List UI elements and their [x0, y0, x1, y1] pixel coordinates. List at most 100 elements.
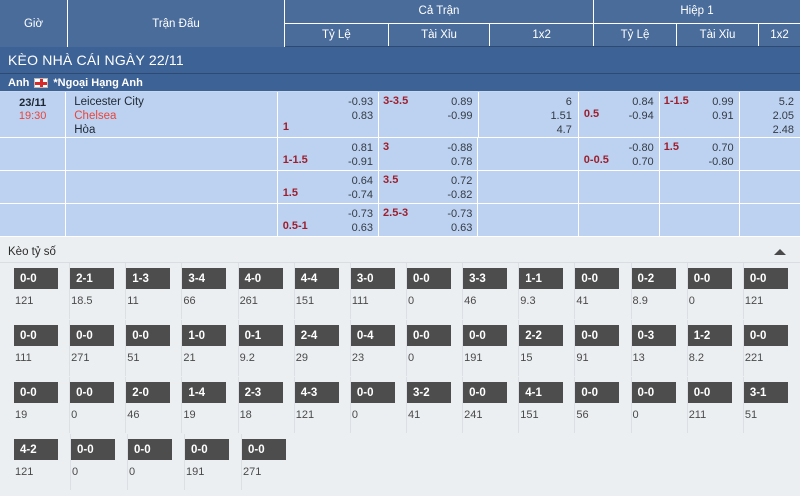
score-chip[interactable]: 0-0	[242, 439, 286, 460]
score-chip[interactable]: 0-0	[463, 325, 508, 346]
score-item[interactable]: 0-0 111	[14, 320, 71, 377]
score-chip[interactable]: 4-1	[519, 382, 564, 403]
score-chip[interactable]: 0-0	[185, 439, 229, 460]
score-chip[interactable]: 0-0	[70, 382, 115, 403]
score-item[interactable]: 3-2 41	[406, 377, 464, 434]
score-item[interactable]: 1-2 8.2	[687, 320, 744, 377]
score-chip[interactable]: 1-4	[182, 382, 227, 403]
score-chip[interactable]: 4-3	[294, 382, 339, 403]
full-handicap-cell-1[interactable]: 1-1.5 0.81 -0.91	[277, 138, 380, 170]
score-chip[interactable]: 0-0	[743, 268, 788, 289]
score-chip[interactable]: 0-0	[575, 325, 620, 346]
half-overunder-cell-1[interactable]: 1.5 0.70 -0.80	[659, 138, 740, 170]
score-item[interactable]: 1-3 11	[126, 263, 183, 320]
score-chip[interactable]: 0-0	[14, 325, 58, 346]
score-item[interactable]: 2-1 18.5	[70, 263, 127, 320]
score-item[interactable]: 0-4 23	[350, 320, 408, 377]
full-1x2-cell[interactable]: 6 1.51 4.7	[478, 92, 579, 137]
score-item[interactable]: 0-0 0	[350, 377, 408, 434]
score-item[interactable]: 1-0 21	[182, 320, 239, 377]
score-item[interactable]: 2-3 18	[238, 377, 295, 434]
score-chip[interactable]: 0-0	[687, 382, 732, 403]
score-chip[interactable]: 0-0	[128, 439, 172, 460]
score-item[interactable]: 0-0 191	[463, 320, 520, 377]
full-overunder-cell-2[interactable]: 3.5 0.72 -0.82	[379, 171, 479, 203]
score-chip[interactable]: 0-0	[631, 382, 676, 403]
score-item[interactable]: 2-4 29	[294, 320, 351, 377]
full-handicap-cell-0[interactable]: 1 -0.93 0.83	[277, 92, 380, 137]
score-chip[interactable]: 0-0	[743, 325, 788, 346]
score-item[interactable]: 0-0 271	[70, 320, 127, 377]
caret-up-icon[interactable]	[774, 248, 786, 255]
score-item[interactable]: 0-0 56	[575, 377, 632, 434]
score-chip[interactable]: 0-3	[631, 325, 676, 346]
score-chip[interactable]: 4-4	[294, 268, 339, 289]
score-item[interactable]: 3-1 51	[743, 382, 800, 434]
score-item[interactable]: 0-2 8.9	[631, 263, 688, 320]
score-chip[interactable]: 0-0	[687, 268, 732, 289]
score-item[interactable]: 0-0 271	[242, 439, 299, 491]
half-handicap-cell-1[interactable]: 0-0.5 -0.80 0.70	[578, 138, 660, 170]
score-chip[interactable]: 0-0	[350, 382, 395, 403]
score-item[interactable]: 0-3 13	[631, 320, 688, 377]
score-chip[interactable]: 0-0	[14, 382, 58, 403]
score-chip[interactable]: 2-2	[519, 325, 564, 346]
score-chip[interactable]: 3-0	[350, 268, 395, 289]
half-overunder-cell-0[interactable]: 1-1.5 0.99 0.91	[659, 92, 740, 137]
full-overunder-cell-3[interactable]: 2.5-3 -0.73 0.63	[379, 204, 479, 236]
score-item[interactable]: 0-0 19	[14, 377, 71, 434]
full-handicap-cell-3[interactable]: 0.5-1 -0.73 0.63	[277, 204, 380, 236]
score-chip[interactable]: 0-0	[406, 325, 451, 346]
score-item[interactable]: 0-0 0	[687, 263, 744, 320]
score-item[interactable]: 0-1 9.2	[238, 320, 295, 377]
score-chip[interactable]: 0-0	[575, 268, 620, 289]
score-chip[interactable]: 3-3	[463, 268, 508, 289]
score-chip[interactable]: 3-1	[743, 382, 788, 403]
half-handicap-cell-0[interactable]: 0.5 0.84 -0.94	[578, 92, 660, 137]
score-item[interactable]: 0-0 91	[575, 320, 632, 377]
score-chip[interactable]: 0-0	[463, 382, 508, 403]
score-item[interactable]: 0-0 191	[185, 434, 242, 491]
score-chip[interactable]: 2-1	[70, 268, 115, 289]
score-chip[interactable]: 0-2	[631, 268, 676, 289]
score-item[interactable]: 4-4 151	[294, 263, 351, 320]
score-item[interactable]: 0-0 41	[575, 263, 632, 320]
score-chip[interactable]: 0-0	[71, 439, 115, 460]
score-chip[interactable]: 1-3	[126, 268, 171, 289]
score-item[interactable]: 0-0 0	[406, 320, 464, 377]
score-chip[interactable]: 1-0	[182, 325, 227, 346]
score-chip[interactable]: 3-2	[406, 382, 451, 403]
score-item[interactable]: 4-3 121	[294, 377, 351, 434]
score-item[interactable]: 1-4 19	[182, 377, 239, 434]
score-item[interactable]: 0-0 0	[631, 377, 688, 434]
score-item[interactable]: 0-0 0	[71, 434, 128, 491]
score-chip[interactable]: 4-2	[14, 439, 58, 460]
league-bar[interactable]: Anh *Ngoại Hạng Anh	[0, 74, 800, 92]
score-chip[interactable]: 2-4	[294, 325, 339, 346]
score-chip[interactable]: 0-0	[70, 325, 115, 346]
full-overunder-cell-1[interactable]: 3 -0.88 0.78	[379, 138, 479, 170]
score-item[interactable]: 1-1 9.3	[519, 263, 576, 320]
score-item[interactable]: 0-0 121	[743, 268, 800, 320]
score-item[interactable]: 4-1 151	[519, 377, 576, 434]
score-item[interactable]: 0-0 0	[128, 434, 185, 491]
score-chip[interactable]: 0-0	[406, 268, 451, 289]
score-chip[interactable]: 0-4	[350, 325, 395, 346]
score-item[interactable]: 4-2 121	[14, 434, 71, 491]
score-item[interactable]: 3-4 66	[182, 263, 239, 320]
score-item[interactable]: 2-2 15	[519, 320, 576, 377]
score-item[interactable]: 0-0 241	[463, 377, 520, 434]
score-item[interactable]: 0-0 211	[687, 377, 744, 434]
half-1x2-cell[interactable]: 5.2 2.05 2.48	[739, 92, 800, 137]
score-item[interactable]: 0-0 0	[70, 377, 127, 434]
score-item[interactable]: 4-0 261	[238, 263, 295, 320]
score-chip[interactable]: 2-0	[126, 382, 171, 403]
score-chip[interactable]: 2-3	[238, 382, 283, 403]
score-chip[interactable]: 3-4	[182, 268, 227, 289]
score-item[interactable]: 3-0 111	[350, 263, 408, 320]
score-chip[interactable]: 0-0	[126, 325, 171, 346]
score-item[interactable]: 0-0 51	[126, 320, 183, 377]
score-chip[interactable]: 0-0	[575, 382, 620, 403]
score-chip[interactable]: 0-0	[14, 268, 58, 289]
score-chip[interactable]: 1-2	[687, 325, 732, 346]
